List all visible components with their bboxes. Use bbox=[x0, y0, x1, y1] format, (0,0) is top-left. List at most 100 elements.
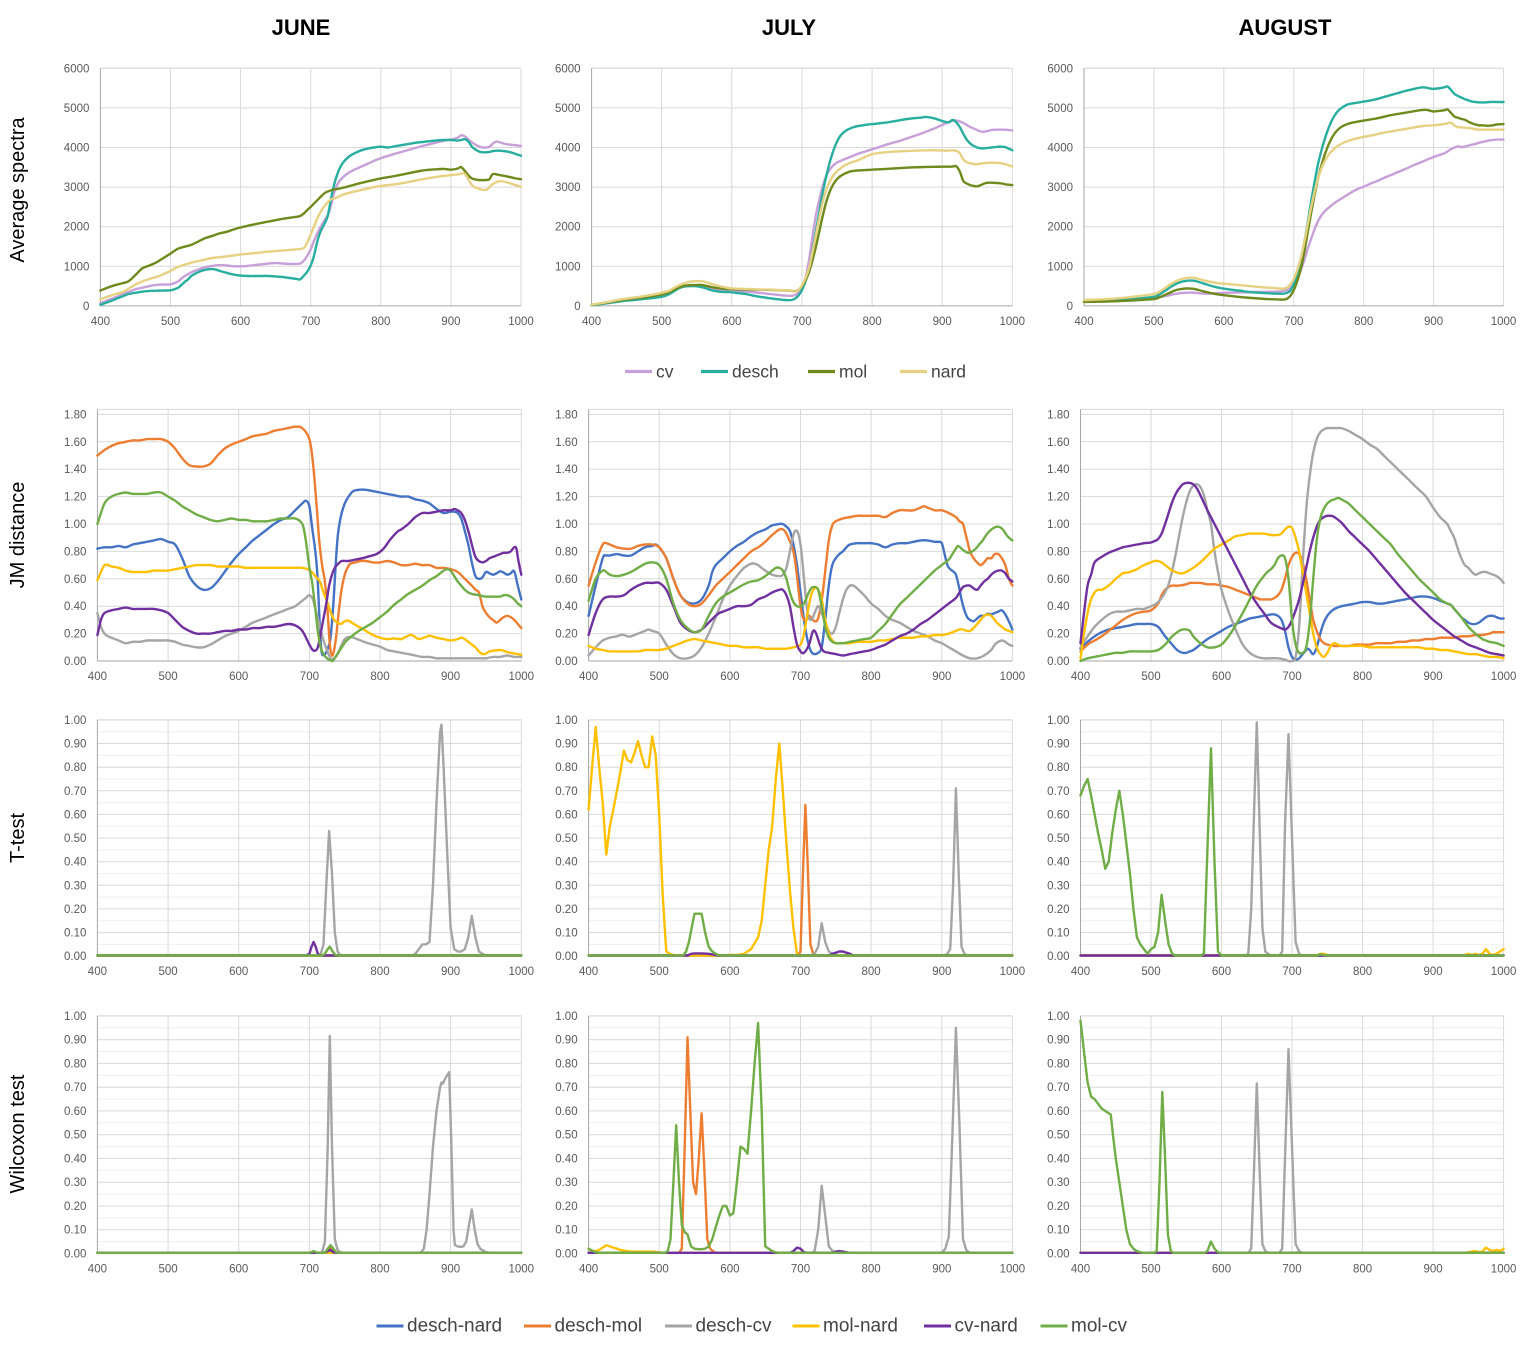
svg-text:0.80: 0.80 bbox=[555, 546, 577, 558]
svg-text:0: 0 bbox=[83, 301, 89, 313]
svg-text:0.40: 0.40 bbox=[1047, 857, 1069, 869]
svg-text:800: 800 bbox=[1353, 966, 1372, 978]
svg-text:0.60: 0.60 bbox=[555, 809, 577, 821]
svg-text:600: 600 bbox=[722, 316, 741, 328]
svg-text:6000: 6000 bbox=[64, 63, 90, 75]
svg-text:1000: 1000 bbox=[509, 966, 535, 978]
svg-text:0.10: 0.10 bbox=[64, 928, 86, 940]
svg-text:900: 900 bbox=[932, 1264, 951, 1276]
svg-text:0.10: 0.10 bbox=[1047, 928, 1069, 940]
svg-text:1.80: 1.80 bbox=[1047, 409, 1069, 421]
svg-text:0.60: 0.60 bbox=[1047, 1106, 1069, 1118]
svg-text:0.00: 0.00 bbox=[1047, 1249, 1069, 1261]
svg-text:1000: 1000 bbox=[555, 261, 581, 273]
svg-text:2000: 2000 bbox=[1047, 222, 1073, 234]
svg-text:0.70: 0.70 bbox=[64, 1082, 86, 1094]
svg-text:0.20: 0.20 bbox=[64, 629, 86, 641]
svg-text:500: 500 bbox=[1144, 316, 1163, 328]
svg-text:0.10: 0.10 bbox=[555, 1225, 577, 1237]
svg-text:700: 700 bbox=[791, 966, 810, 978]
svg-text:0.50: 0.50 bbox=[555, 1130, 577, 1142]
svg-text:1.00: 1.00 bbox=[64, 1011, 86, 1023]
svg-text:0.20: 0.20 bbox=[1047, 629, 1069, 641]
svg-text:0.70: 0.70 bbox=[64, 786, 86, 798]
svg-text:1.00: 1.00 bbox=[1047, 715, 1069, 727]
svg-text:1000: 1000 bbox=[1000, 671, 1026, 683]
svg-text:1000: 1000 bbox=[1000, 966, 1026, 978]
svg-text:1.80: 1.80 bbox=[555, 409, 577, 421]
svg-text:0.30: 0.30 bbox=[1047, 880, 1069, 892]
svg-text:0.50: 0.50 bbox=[555, 833, 577, 845]
svg-text:0.20: 0.20 bbox=[1047, 904, 1069, 916]
svg-text:500: 500 bbox=[650, 1264, 669, 1276]
svg-text:0.00: 0.00 bbox=[555, 656, 577, 668]
svg-text:0.80: 0.80 bbox=[64, 1058, 86, 1070]
svg-text:JUNE: JUNE bbox=[272, 15, 331, 40]
svg-text:0.00: 0.00 bbox=[1047, 656, 1069, 668]
svg-text:0.70: 0.70 bbox=[1047, 786, 1069, 798]
svg-text:0.70: 0.70 bbox=[555, 1082, 577, 1094]
svg-text:1000: 1000 bbox=[1000, 1264, 1026, 1276]
svg-text:0.40: 0.40 bbox=[1047, 601, 1069, 613]
svg-text:1.20: 1.20 bbox=[64, 492, 86, 504]
svg-text:400: 400 bbox=[1071, 671, 1090, 683]
svg-text:0.00: 0.00 bbox=[1047, 951, 1069, 963]
svg-text:0.00: 0.00 bbox=[555, 1249, 577, 1261]
svg-text:0.80: 0.80 bbox=[64, 762, 86, 774]
svg-text:0.00: 0.00 bbox=[555, 951, 577, 963]
svg-text:1.00: 1.00 bbox=[555, 1011, 577, 1023]
svg-text:700: 700 bbox=[792, 316, 811, 328]
svg-text:1000: 1000 bbox=[508, 316, 534, 328]
svg-text:1000: 1000 bbox=[1491, 966, 1517, 978]
svg-text:900: 900 bbox=[441, 316, 460, 328]
svg-text:1.00: 1.00 bbox=[555, 715, 577, 727]
svg-text:0.60: 0.60 bbox=[1047, 809, 1069, 821]
svg-text:900: 900 bbox=[1424, 671, 1443, 683]
svg-text:0.40: 0.40 bbox=[555, 857, 577, 869]
svg-text:600: 600 bbox=[229, 1264, 248, 1276]
svg-text:0.80: 0.80 bbox=[555, 1058, 577, 1070]
svg-text:0.50: 0.50 bbox=[1047, 833, 1069, 845]
svg-text:600: 600 bbox=[1212, 1264, 1231, 1276]
svg-text:JULY: JULY bbox=[762, 15, 817, 40]
svg-text:0: 0 bbox=[1067, 301, 1073, 313]
svg-text:0.80: 0.80 bbox=[1047, 1058, 1069, 1070]
svg-text:0.20: 0.20 bbox=[555, 1201, 577, 1213]
svg-text:0.30: 0.30 bbox=[555, 880, 577, 892]
svg-text:1000: 1000 bbox=[64, 261, 90, 273]
svg-text:600: 600 bbox=[720, 966, 739, 978]
svg-text:1.00: 1.00 bbox=[555, 519, 577, 531]
svg-text:1000: 1000 bbox=[509, 1264, 535, 1276]
svg-text:1000: 1000 bbox=[1491, 671, 1517, 683]
svg-text:600: 600 bbox=[231, 316, 250, 328]
svg-text:0.90: 0.90 bbox=[1047, 1035, 1069, 1047]
svg-text:900: 900 bbox=[441, 671, 460, 683]
svg-text:700: 700 bbox=[791, 1264, 810, 1276]
svg-text:400: 400 bbox=[579, 966, 598, 978]
svg-text:1.20: 1.20 bbox=[1047, 492, 1069, 504]
svg-text:900: 900 bbox=[441, 1264, 460, 1276]
svg-text:mol: mol bbox=[839, 362, 867, 382]
svg-text:0.40: 0.40 bbox=[555, 601, 577, 613]
svg-text:3000: 3000 bbox=[555, 182, 581, 194]
svg-text:0.50: 0.50 bbox=[64, 833, 86, 845]
svg-text:400: 400 bbox=[582, 316, 601, 328]
svg-text:0.70: 0.70 bbox=[555, 786, 577, 798]
svg-text:0.00: 0.00 bbox=[64, 1249, 86, 1261]
svg-text:3000: 3000 bbox=[64, 182, 90, 194]
svg-text:400: 400 bbox=[579, 671, 598, 683]
svg-text:0.90: 0.90 bbox=[555, 1035, 577, 1047]
svg-text:900: 900 bbox=[1424, 966, 1443, 978]
svg-text:0.60: 0.60 bbox=[64, 1106, 86, 1118]
svg-text:Average spectra: Average spectra bbox=[7, 116, 29, 262]
svg-text:1.80: 1.80 bbox=[64, 409, 86, 421]
svg-text:0.30: 0.30 bbox=[1047, 1177, 1069, 1189]
svg-text:500: 500 bbox=[652, 316, 671, 328]
svg-text:500: 500 bbox=[1141, 1264, 1160, 1276]
svg-text:0.20: 0.20 bbox=[555, 629, 577, 641]
svg-text:1000: 1000 bbox=[509, 671, 535, 683]
svg-text:0.20: 0.20 bbox=[555, 904, 577, 916]
svg-text:3000: 3000 bbox=[1047, 182, 1073, 194]
svg-text:800: 800 bbox=[863, 316, 882, 328]
svg-text:0.60: 0.60 bbox=[64, 809, 86, 821]
